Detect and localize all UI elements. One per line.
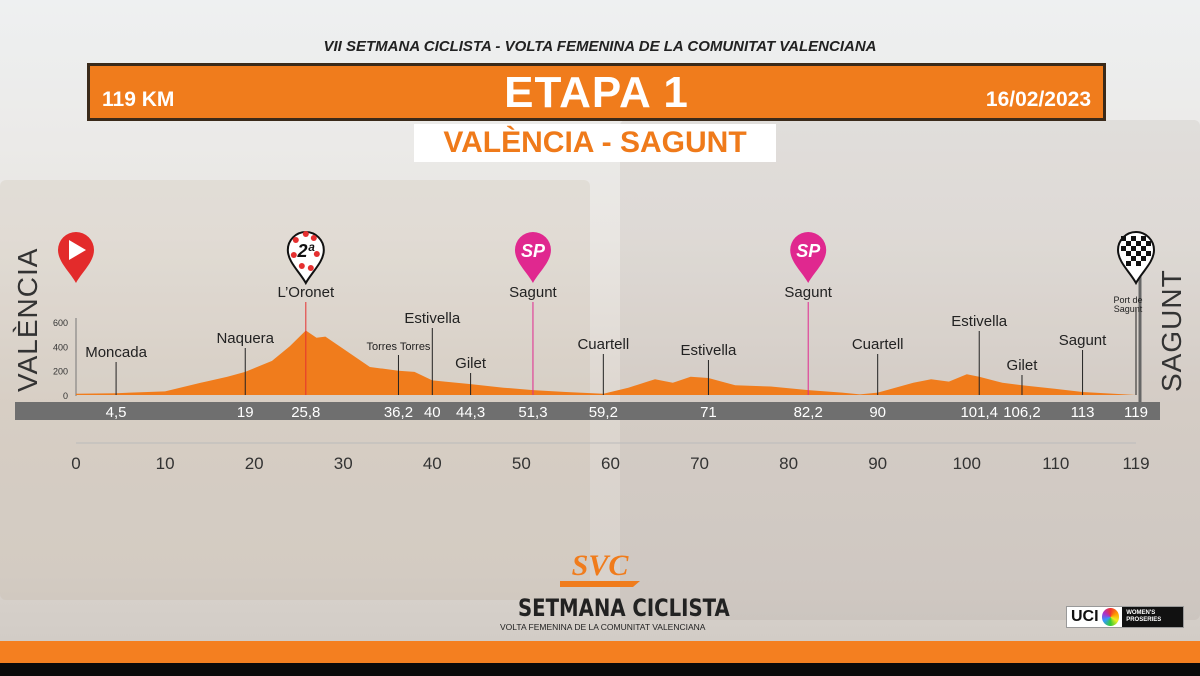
checker-square xyxy=(1146,241,1151,246)
waypoint-name: Estivella xyxy=(681,342,738,359)
waypoint-name: Gilet xyxy=(1007,357,1039,374)
uci-series-text: WOMEN'S PROSERIES xyxy=(1122,607,1183,627)
waypoint-km-label: 44,3 xyxy=(456,404,485,421)
km-axis-tick-label: 90 xyxy=(868,454,887,473)
polka-dot xyxy=(298,263,305,269)
elevation-tick-label: 400 xyxy=(53,342,68,352)
elevation-tick-label: 600 xyxy=(53,318,68,328)
polka-dot xyxy=(307,265,314,271)
waypoint-km-label: 90 xyxy=(869,404,886,421)
waypoint-name: Sagunt xyxy=(1059,332,1107,349)
checker-square xyxy=(1131,246,1136,251)
waypoint-km-label: 71 xyxy=(700,404,717,421)
km-axis-tick-label: 80 xyxy=(779,454,798,473)
waypoint-km-label: 25,8 xyxy=(291,404,320,421)
waypoint-name: Estivella xyxy=(404,310,461,327)
waypoint-km-label: 19 xyxy=(237,404,254,421)
km-axis-tick-label: 10 xyxy=(156,454,175,473)
waypoint-km-label: 106,2 xyxy=(1003,404,1041,421)
stage-header: 119 KM ETAPA 1 16/02/2023 xyxy=(87,63,1106,121)
sprint-icon-text: SP xyxy=(521,241,546,261)
waypoint-name: Gilet xyxy=(455,355,487,372)
uci-text: UCI xyxy=(1071,608,1099,625)
waypoint-km-label: 51,3 xyxy=(518,404,547,421)
km-axis-tick-label: 0 xyxy=(71,454,80,473)
race-title: VII SETMANA CICLISTA - VOLTA FEMENINA DE… xyxy=(323,38,877,55)
stage-route: VALÈNCIA - SAGUNT xyxy=(414,124,776,162)
checker-square xyxy=(1141,236,1146,241)
checker-square xyxy=(1146,251,1151,256)
kom-icon-text: 2ª xyxy=(296,241,315,261)
svc-logo-mark: SVC xyxy=(560,549,640,587)
waypoint-name: Cuartell xyxy=(577,336,629,353)
checker-square xyxy=(1131,256,1136,261)
waypoint-km-label: 101,4 xyxy=(960,404,998,421)
checker-square xyxy=(1136,251,1141,256)
checker-square xyxy=(1131,236,1136,241)
sprint-icon xyxy=(790,232,827,283)
polka-dot xyxy=(310,235,317,241)
background-photo-right xyxy=(620,120,1200,620)
km-axis-tick-label: 50 xyxy=(512,454,531,473)
elevation-tick-label: 200 xyxy=(53,367,68,377)
km-axis-tick-label: 100 xyxy=(953,454,981,473)
waypoint-name: Torres Torres xyxy=(366,341,430,353)
footer-orange-bar xyxy=(0,641,1200,663)
stage-date: 16/02/2023 xyxy=(985,88,1091,111)
rainbow-icon xyxy=(1101,608,1120,626)
waypoint-km-label: 82,2 xyxy=(794,404,823,421)
km-axis-tick-label: 40 xyxy=(423,454,442,473)
waypoint-km-label: 119 xyxy=(1124,404,1148,421)
waypoint-name: Cuartell xyxy=(852,336,904,353)
footer-black-bar xyxy=(0,663,1200,676)
elevation-profile-area xyxy=(76,330,1136,395)
checker-square xyxy=(1141,256,1146,261)
km-axis-tick-label: 30 xyxy=(334,454,353,473)
waypoint-name: Moncada xyxy=(85,344,147,361)
checker-square xyxy=(1121,246,1126,251)
km-axis-tick-label: 110 xyxy=(1042,454,1069,473)
km-axis-tick-label: 70 xyxy=(690,454,709,473)
stage-distance: 119 KM xyxy=(102,88,175,111)
logo-sub-text: VOLTA FEMENINA DE LA COMUNITAT VALENCIAN… xyxy=(500,622,706,632)
sprint-icon xyxy=(514,232,551,283)
polka-dot xyxy=(313,251,320,257)
waypoint-km-label: 59,2 xyxy=(589,404,618,421)
checker-square xyxy=(1126,251,1131,256)
waypoint-name: L’Oronet xyxy=(277,284,335,301)
waypoint-km-label: 113 xyxy=(1071,404,1095,421)
km-axis-tick-label: 20 xyxy=(245,454,264,473)
checker-square xyxy=(1121,236,1126,241)
svg-text:SVC: SVC xyxy=(572,549,630,582)
polka-dot xyxy=(290,252,297,258)
waypoint-km-label: 40 xyxy=(424,404,441,421)
elevation-tick-label: 0 xyxy=(63,391,68,401)
play-icon xyxy=(69,240,86,260)
logo-main-text: SETMANA CICLISTA xyxy=(518,594,730,622)
polka-dot xyxy=(292,237,299,243)
start-marker-icon xyxy=(58,232,94,283)
waypoint-km-label: 4,5 xyxy=(106,404,127,421)
stage-title: ETAPA 1 xyxy=(504,68,689,117)
waypoint-name: Sagunt xyxy=(509,284,557,301)
checker-square xyxy=(1136,241,1141,246)
checker-square xyxy=(1141,246,1146,251)
waypoint-name: Naquera xyxy=(216,330,274,347)
distance-bar xyxy=(15,402,1160,420)
waypoint-name: Sagunt xyxy=(784,284,832,301)
checker-square xyxy=(1126,261,1131,266)
km-axis-tick-label: 119 xyxy=(1122,454,1149,473)
setmana-ciclista-logo: SVC SETMANA CICLISTA VOLTA FEMENINA DE L… xyxy=(500,545,730,632)
polka-dot xyxy=(302,231,309,237)
km-axis-tick-label: 60 xyxy=(601,454,620,473)
checker-square xyxy=(1136,261,1141,266)
waypoint-km-label: 36,2 xyxy=(384,404,413,421)
waypoint-name: Estivella xyxy=(951,313,1008,330)
checker-square xyxy=(1126,241,1131,246)
uci-logo: UCI WOMEN'S PROSERIES xyxy=(1066,606,1184,628)
sprint-icon-text: SP xyxy=(796,241,821,261)
waypoint-name: Port de Sagunt xyxy=(1113,295,1142,314)
